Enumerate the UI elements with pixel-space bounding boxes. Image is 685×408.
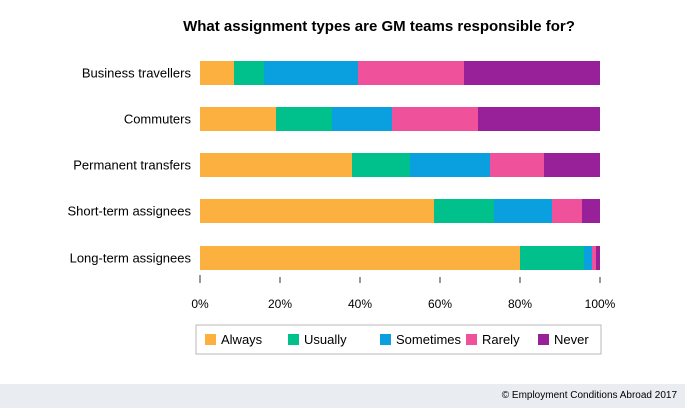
x-tick-label: 40%: [348, 297, 372, 311]
plot-area: Business travellers Commuters Permanent tr…: [67, 61, 600, 270]
bar-segment-rarely: [490, 153, 544, 177]
bar-segment-usually: [520, 246, 584, 270]
bar-segment-always: [200, 107, 276, 131]
x-tick-label: 80%: [508, 297, 532, 311]
x-axis: 0% 20% 40% 60% 80% 100%: [191, 275, 616, 311]
bar-segment-sometimes: [264, 61, 358, 85]
legend-swatch-rarely: [466, 334, 477, 345]
legend-box: [195, 324, 602, 355]
category-label: Business travellers: [82, 66, 192, 81]
bar-segment-always: [200, 153, 352, 177]
legend-label-never: Never: [554, 332, 589, 347]
bar-segment-never: [544, 153, 600, 177]
bar-segment-never: [596, 246, 600, 270]
credit-text: © Employment Conditions Abroad 2017: [502, 390, 678, 401]
bar-segment-always: [200, 199, 434, 223]
category-label: Commuters: [124, 112, 192, 127]
legend-label-rarely: Rarely: [482, 332, 520, 347]
bar-segment-never: [464, 61, 600, 85]
legend-label-always: Always: [221, 332, 263, 347]
bar-segment-usually: [234, 61, 264, 85]
bar-segment-usually: [276, 107, 332, 131]
x-tick-label: 20%: [268, 297, 292, 311]
bar-segment-never: [582, 199, 600, 223]
legend: Always Usually Sometimes Rarely Never: [195, 324, 602, 355]
bar-segment-usually: [352, 153, 410, 177]
category-label: Long-term assignees: [70, 251, 192, 266]
bar-segment-sometimes: [584, 246, 592, 270]
category-label: Permanent transfers: [73, 158, 191, 173]
x-tick-label: 60%: [428, 297, 452, 311]
legend-swatch-always: [205, 334, 216, 345]
legend-label-usually: Usually: [304, 332, 347, 347]
bar-segment-never: [478, 107, 600, 131]
legend-swatch-never: [538, 334, 549, 345]
bar-segment-sometimes: [494, 199, 552, 223]
bar-segment-rarely: [552, 199, 582, 223]
bar-segment-rarely: [592, 246, 596, 270]
legend-swatch-usually: [288, 334, 299, 345]
x-tick-label: 0%: [191, 297, 209, 311]
bar-segment-sometimes: [332, 107, 392, 131]
bar-segment-rarely: [358, 61, 464, 85]
chart-title: What assignment types are GM teams respo…: [183, 18, 575, 35]
legend-swatch-sometimes: [380, 334, 391, 345]
category-label: Short-term assignees: [67, 204, 191, 219]
bar-segment-sometimes: [410, 153, 490, 177]
bar-segment-always: [200, 61, 234, 85]
x-tick-label: 100%: [585, 297, 616, 311]
legend-label-sometimes: Sometimes: [396, 332, 462, 347]
bar-segment-always: [200, 246, 520, 270]
bar-segment-rarely: [392, 107, 478, 131]
bar-segment-usually: [434, 199, 494, 223]
